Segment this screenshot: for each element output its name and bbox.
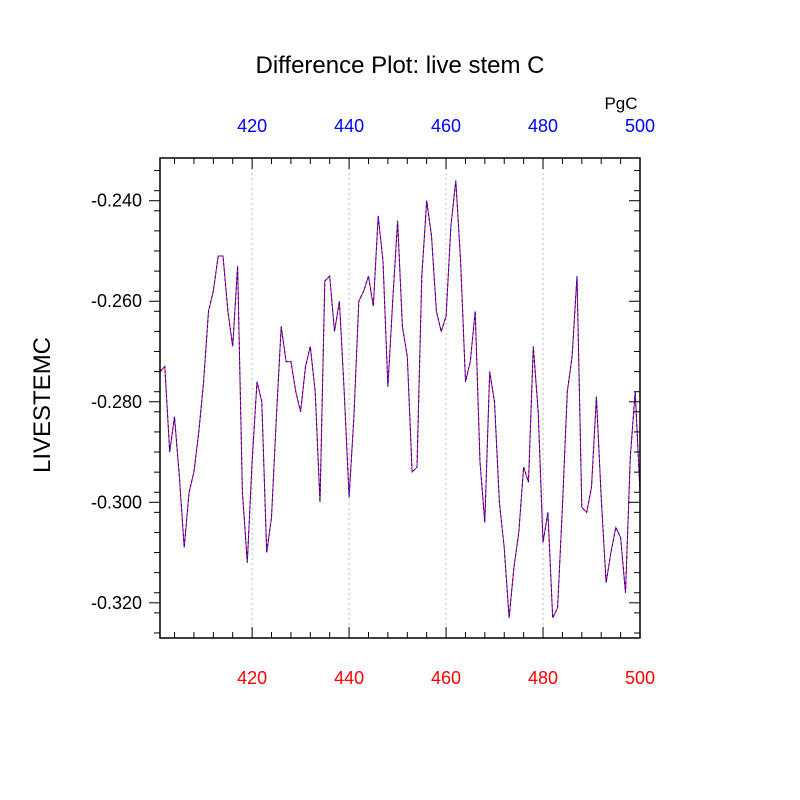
units-label: PgC xyxy=(604,94,637,113)
x-tick-label-top: 460 xyxy=(431,116,461,136)
plot-frame xyxy=(159,157,641,639)
axes: 420 440 460 480 500 420 440 460 480 500 -0.240 -0.2… xyxy=(91,116,655,688)
y-tick-label: -0.260 xyxy=(91,291,142,311)
series-line-0 xyxy=(159,180,641,619)
y-axis-title: LIVESTEMC xyxy=(29,337,56,473)
x-tick-label-top: 420 xyxy=(237,116,267,136)
y-tick-label: -0.300 xyxy=(91,492,142,512)
x-tick-label-bottom: 460 xyxy=(431,668,461,688)
x-tick-label-bottom: 420 xyxy=(237,668,267,688)
x-tick-label-top: 440 xyxy=(334,116,364,136)
chart-title: Difference Plot: live stem C xyxy=(256,52,545,79)
y-tick-label: -0.240 xyxy=(91,191,142,211)
x-tick-label-top: 500 xyxy=(625,116,655,136)
y-tick-label: -0.320 xyxy=(91,593,142,613)
vertical-gridlines xyxy=(251,158,544,638)
x-tick-label-bottom: 500 xyxy=(625,668,655,688)
x-tick-label-bottom: 480 xyxy=(528,668,558,688)
x-tick-label-bottom: 440 xyxy=(334,668,364,688)
x-tick-label-top: 480 xyxy=(528,116,558,136)
y-tick-label: -0.280 xyxy=(91,392,142,412)
series-line-1 xyxy=(159,180,641,619)
series-lines xyxy=(159,180,641,619)
